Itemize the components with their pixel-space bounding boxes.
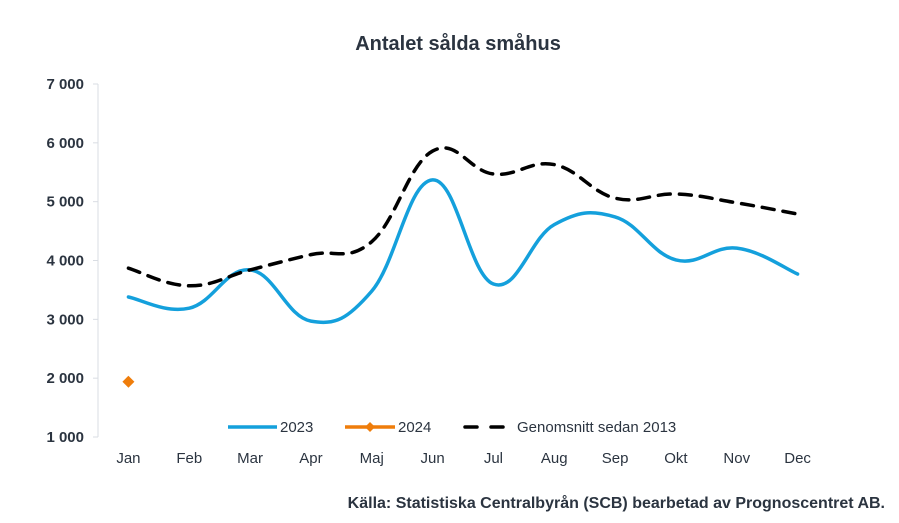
series-2023-line [126,178,800,325]
x-tick-label: Apr [299,450,322,467]
x-tick-label: Jan [116,450,140,467]
x-tick-label: Maj [360,450,384,467]
source-note: Källa: Statistiska Centralbyrån (SCB) be… [348,494,885,512]
x-tick-label: Nov [723,450,750,467]
y-tick-label: 6 000 [46,135,84,152]
chart-title: Antalet sålda småhus [355,32,561,55]
y-tick-label: 7 000 [46,76,84,93]
legend-label-average: Genomsnitt sedan 2013 [517,419,676,436]
x-tick-label: Mar [237,450,263,467]
x-tick-label: Feb [176,450,202,467]
series-2024-point [122,375,135,388]
y-tick-label: 3 000 [46,311,84,328]
series-genomsnitt-sedan-2013-line [126,146,800,288]
series-group [122,146,800,388]
x-tick-label: Dec [784,450,811,467]
x-tick-label: Sep [602,450,629,467]
x-tick-label: Jul [484,450,503,467]
y-tick-label: 2 000 [46,370,84,387]
x-tick-label: Jun [420,450,444,467]
y-axis: 1 000 2 000 3 000 4 000 5 000 6 000 7 000 [46,76,99,446]
legend-label-2024: 2024 [398,419,431,436]
y-tick-label: 5 000 [46,194,84,211]
y-tick-label: 1 000 [46,429,84,446]
y-tick-label: 4 000 [46,253,84,270]
legend-label-2023: 2023 [280,419,313,436]
x-axis: Jan Feb Mar Apr Maj Jun Jul Aug Sep Okt Nov Dec [116,450,811,467]
x-tick-label: Aug [541,450,568,467]
legend: 2023 2024 Genomsnitt sedan 2013 [228,419,676,436]
legend-diamond-icon [365,422,375,432]
x-tick-label: Okt [664,450,688,467]
